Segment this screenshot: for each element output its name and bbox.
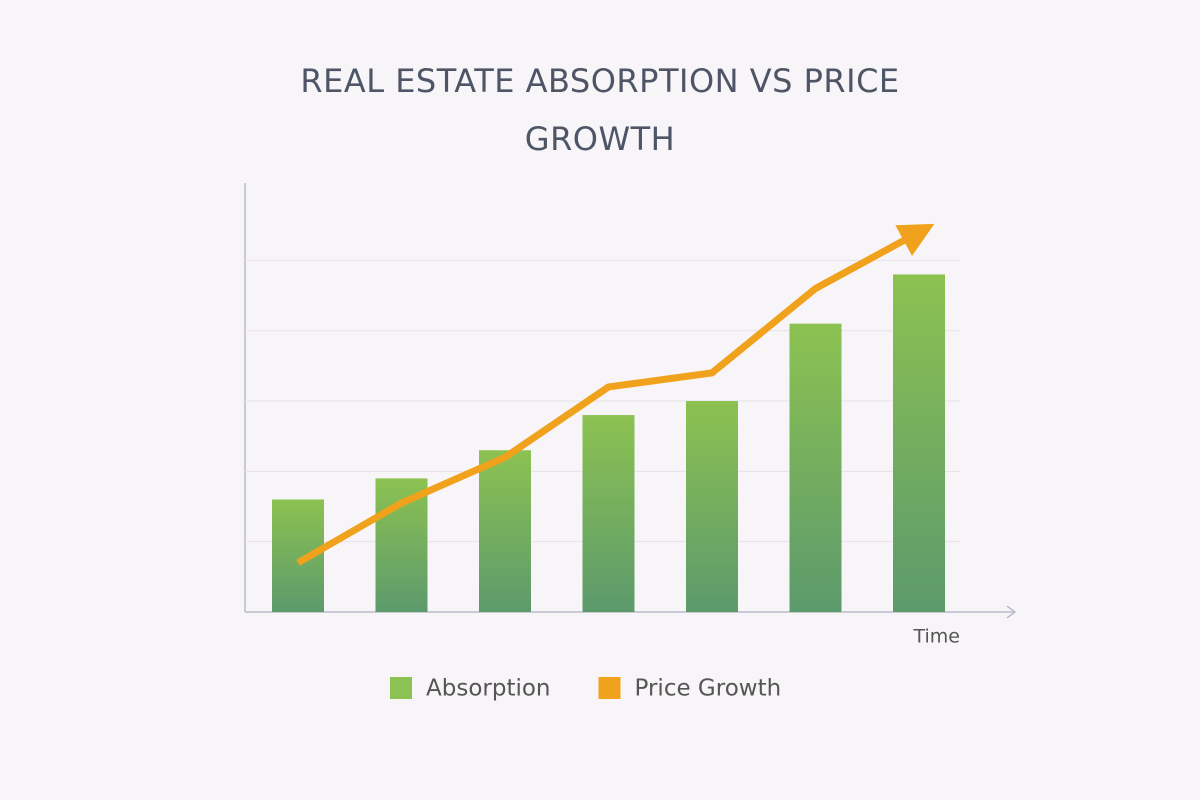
legend-label: Absorption (426, 676, 551, 702)
legend-swatch (598, 677, 621, 699)
bar (789, 323, 842, 612)
chart-title: REAL ESTATE ABSORPTION VS PRICE GROWTH (300, 62, 900, 158)
price-line (296, 223, 935, 566)
x-axis-arrow (1006, 605, 1017, 619)
legend-label: Price Growth (635, 676, 782, 702)
bar (686, 401, 738, 612)
bar (582, 415, 635, 612)
x-axis-label: Time (913, 626, 961, 648)
legend-swatch (390, 677, 412, 699)
bar (893, 274, 945, 612)
bar (479, 450, 531, 612)
